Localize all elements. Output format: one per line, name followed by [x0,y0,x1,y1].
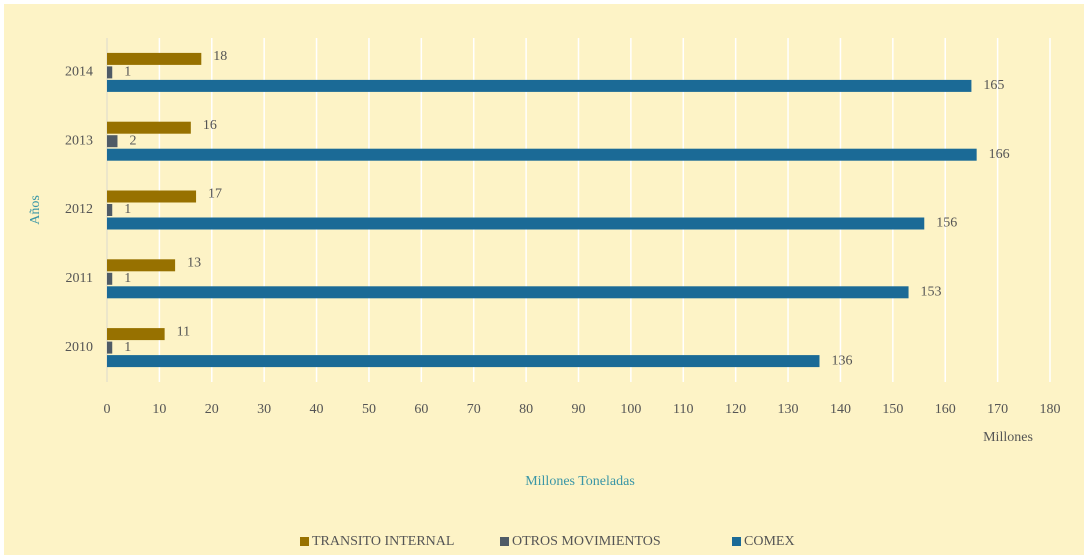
y-axis-title: Años [28,195,43,225]
background [4,4,1084,555]
x-tick-label: 50 [362,402,376,417]
legend-swatch [300,537,309,546]
x-tick-label: 110 [673,402,693,417]
y-tick-label: 2011 [66,271,93,286]
data-label: 13 [187,256,201,271]
bar [107,286,909,299]
data-label: 1 [124,65,131,80]
x-tick-label: 30 [257,402,271,417]
legend-label: TRANSITO INTERNAL [312,534,454,549]
bar [107,217,925,230]
x-axis-title: Millones Toneladas [525,474,635,489]
x-tick-label: 100 [620,402,641,417]
data-label: 1 [124,202,131,217]
bar [107,190,197,203]
bar [107,66,113,79]
data-label: 16 [203,118,217,133]
x-tick-label: 120 [725,402,746,417]
x-tick-label: 60 [414,402,428,417]
data-label: 136 [831,353,852,368]
legend-swatch [500,537,509,546]
data-label: 156 [936,216,957,231]
data-label: 2 [129,133,136,148]
legend-label: OTROS MOVIMIENTOS [512,534,661,549]
x-tick-label: 10 [152,402,166,417]
y-tick-label: 2010 [65,340,93,355]
bar [107,148,977,161]
bar [107,121,191,134]
bar [107,355,820,368]
bar [107,341,113,354]
bar [107,79,972,92]
x-tick-label: 160 [935,402,956,417]
y-tick-label: 2013 [65,133,93,148]
bar [107,204,113,216]
x-tick-label: 130 [778,402,799,417]
data-label: 153 [921,285,942,300]
x-tick-label: 40 [310,402,324,417]
data-label: 1 [124,271,131,286]
bar [107,135,118,148]
y-tick-label: 2012 [65,202,93,217]
bar [107,52,202,65]
data-label: 1 [124,340,131,355]
x-tick-label: 70 [467,402,481,417]
x-axis-unit: Millones [983,430,1033,445]
bar [107,259,176,272]
x-tick-label: 150 [882,402,903,417]
legend-swatch [732,537,741,546]
x-tick-label: 170 [987,402,1008,417]
bar [107,272,113,285]
x-tick-label: 140 [830,402,851,417]
data-label: 166 [989,147,1010,162]
x-tick-label: 20 [205,402,219,417]
legend-label: COMEX [744,534,795,549]
bar [107,328,165,341]
x-tick-label: 90 [572,402,586,417]
data-label: 17 [208,187,222,202]
x-tick-label: 0 [104,402,111,417]
x-tick-label: 80 [519,402,533,417]
data-label: 18 [213,49,227,64]
data-label: 165 [983,78,1004,93]
x-tick-label: 180 [1040,402,1061,417]
y-tick-label: 2014 [65,65,93,80]
data-label: 11 [177,324,190,339]
